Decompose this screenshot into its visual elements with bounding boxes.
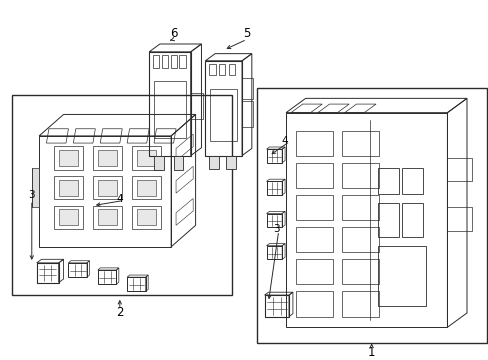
Bar bbox=[377, 203, 398, 237]
Bar bbox=[153, 55, 159, 68]
Polygon shape bbox=[32, 168, 39, 207]
Bar bbox=[295, 131, 332, 156]
Text: 3: 3 bbox=[28, 190, 35, 200]
Polygon shape bbox=[98, 209, 117, 225]
Text: 1: 1 bbox=[367, 346, 375, 359]
Bar bbox=[447, 207, 471, 231]
Text: 4: 4 bbox=[281, 136, 288, 146]
Bar bbox=[295, 163, 332, 188]
Bar bbox=[295, 292, 332, 316]
Text: 6: 6 bbox=[169, 27, 177, 40]
Bar bbox=[342, 131, 378, 156]
Polygon shape bbox=[137, 150, 156, 166]
Text: 3: 3 bbox=[272, 224, 279, 234]
Polygon shape bbox=[173, 156, 183, 170]
Bar bbox=[295, 227, 332, 252]
Bar bbox=[154, 81, 185, 138]
Bar bbox=[210, 89, 237, 141]
Bar bbox=[295, 259, 332, 284]
Bar bbox=[205, 61, 242, 156]
Bar bbox=[162, 55, 168, 68]
Text: 2: 2 bbox=[116, 306, 123, 319]
Bar bbox=[209, 64, 215, 75]
Text: 4: 4 bbox=[116, 194, 123, 203]
Bar bbox=[242, 78, 252, 99]
Bar bbox=[402, 203, 423, 237]
Polygon shape bbox=[59, 209, 78, 225]
Polygon shape bbox=[137, 180, 156, 195]
Bar bbox=[402, 168, 423, 194]
Polygon shape bbox=[59, 180, 78, 195]
Bar bbox=[295, 195, 332, 220]
Polygon shape bbox=[225, 156, 235, 169]
Bar bbox=[228, 64, 235, 75]
Bar bbox=[377, 246, 426, 306]
Polygon shape bbox=[98, 180, 117, 195]
Bar bbox=[377, 168, 398, 194]
Bar bbox=[190, 93, 203, 119]
Bar bbox=[149, 52, 190, 156]
Bar bbox=[342, 195, 378, 220]
Polygon shape bbox=[98, 150, 117, 166]
Bar bbox=[256, 87, 486, 343]
Polygon shape bbox=[137, 209, 156, 225]
Bar bbox=[170, 55, 177, 68]
Bar bbox=[342, 259, 378, 284]
Bar bbox=[242, 100, 252, 127]
Polygon shape bbox=[59, 150, 78, 166]
Bar bbox=[219, 64, 225, 75]
Polygon shape bbox=[154, 156, 163, 170]
Bar bbox=[342, 163, 378, 188]
Text: 5: 5 bbox=[243, 27, 250, 40]
Bar bbox=[179, 55, 185, 68]
Bar bbox=[447, 158, 471, 181]
Bar bbox=[342, 227, 378, 252]
Bar bbox=[342, 292, 378, 316]
Polygon shape bbox=[209, 156, 219, 169]
Bar bbox=[12, 95, 232, 295]
